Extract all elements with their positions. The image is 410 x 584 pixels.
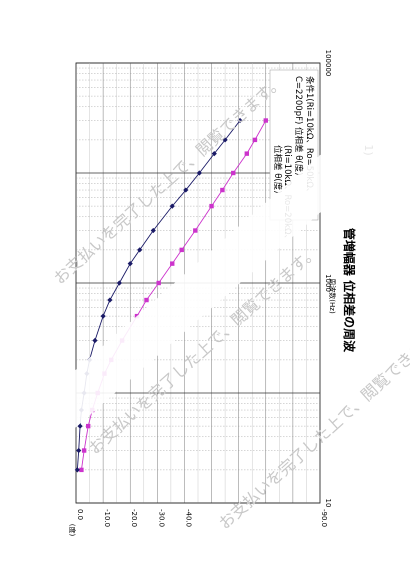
- data-point-series-2: [127, 261, 133, 267]
- x-axis-label: 周波数(Hz): [328, 278, 337, 314]
- data-point-series-1: [193, 228, 198, 233]
- x-tick-label: 100000: [324, 50, 332, 77]
- data-point-series-1: [86, 423, 91, 429]
- legend-line-4: 位相差 θ(度): [272, 145, 283, 194]
- data-point-series-2: [137, 247, 143, 253]
- data-point-series-2: [150, 227, 156, 234]
- data-point-series-1: [263, 118, 268, 123]
- data-point-series-2: [196, 170, 202, 176]
- data-point-series-1: [220, 187, 225, 193]
- x-tick-label: 10: [324, 499, 332, 508]
- data-point-series-1: [179, 247, 184, 253]
- data-point-series-2: [169, 203, 175, 209]
- data-point-series-2: [107, 297, 113, 303]
- legend-line-1: 条件1(Ri=10kΩ、Ro=50kΩ、: [304, 76, 315, 196]
- y-tick-label: -20.0: [130, 509, 138, 527]
- tick-labels: 10 1000 100000 0.0 -10.0 -20.0 -30.0 -40.0 -90.0: [76, 50, 332, 527]
- y-tick-label: -10.0: [103, 509, 111, 527]
- data-point-series-2: [222, 137, 228, 143]
- x-tick-label: 1000: [324, 274, 332, 292]
- y-tick-label: -90.0: [320, 509, 328, 527]
- data-point-series-2: [211, 151, 217, 157]
- data-point-series-1: [231, 170, 236, 176]
- data-point-series-2: [74, 467, 80, 473]
- data-point-series-1: [79, 467, 84, 473]
- chart-title: 管増幅器 位相差の周波: [342, 228, 357, 353]
- data-point-series-2: [237, 117, 243, 124]
- data-point-series-1: [156, 280, 161, 286]
- data-point-series-1: [209, 203, 214, 209]
- data-point-series-2: [76, 447, 82, 454]
- y-tick-label: -30.0: [157, 509, 165, 527]
- y-axis-label: (度): [68, 524, 77, 537]
- y-tick-label: -40.0: [184, 509, 192, 527]
- y-tick-label: 0.0: [76, 509, 84, 520]
- data-point-series-2: [92, 337, 98, 344]
- data-point-series-1: [144, 297, 149, 303]
- data-point-series-1: [252, 137, 258, 143]
- data-point-series-1: [170, 261, 175, 266]
- data-point-series-1: [81, 448, 87, 453]
- data-point-series-2: [116, 280, 122, 286]
- data-point-series-2: [77, 423, 83, 429]
- data-point-series-2: [183, 187, 189, 193]
- legend-line-2: C=2200pF) 位相差 θ(度): [293, 76, 304, 176]
- data-point-series-2: [100, 313, 106, 319]
- data-point-series-1: [244, 151, 249, 156]
